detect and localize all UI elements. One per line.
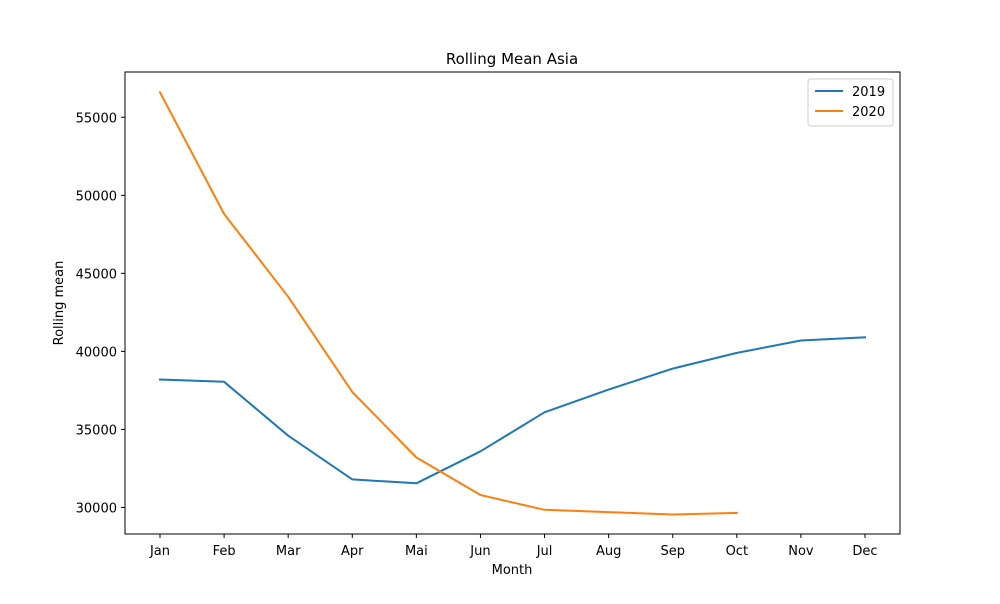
x-tick-label-jul: Jul xyxy=(536,544,553,559)
y-tick-label-30000: 30000 xyxy=(76,501,117,516)
x-tick-label-aug: Aug xyxy=(596,544,621,559)
series-line-2020 xyxy=(158,90,738,516)
x-tick-label-nov: Nov xyxy=(788,544,814,559)
x-tick-label-mar: Mar xyxy=(276,544,301,559)
x-tick-label-jan: Jan xyxy=(149,544,170,559)
y-tick-label-45000: 45000 xyxy=(76,267,117,282)
y-tick-label-55000: 55000 xyxy=(76,111,117,126)
y-tick-label-40000: 40000 xyxy=(76,345,117,360)
x-tick-label-mai: Mai xyxy=(405,544,428,559)
x-axis-label: Month xyxy=(492,563,533,578)
y-tick-label-50000: 50000 xyxy=(76,189,117,204)
ticks-layer: Jan Feb Mar Apr Mai Jun Jul Aug Sep Oct Nov Dec 3000… xyxy=(76,111,878,559)
series-line-2019 xyxy=(158,336,867,485)
x-tick-label-sep: Sep xyxy=(660,544,685,559)
y-tick-label-35000: 35000 xyxy=(76,423,117,438)
x-tick-label-dec: Dec xyxy=(852,544,877,559)
x-tick-label-jun: Jun xyxy=(469,544,490,559)
x-tick-label-apr: Apr xyxy=(341,544,364,559)
y-axis-label: Rolling mean xyxy=(52,261,67,346)
legend-label-2020: 2020 xyxy=(852,105,885,120)
x-tick-label-oct: Oct xyxy=(726,544,748,559)
x-tick-label-feb: Feb xyxy=(213,544,236,559)
legend: 2019 2020 xyxy=(807,78,894,127)
chart-title: Rolling Mean Asia xyxy=(446,50,578,68)
series-layer xyxy=(158,90,867,516)
legend-label-2019: 2019 xyxy=(852,85,885,100)
plot-area-frame xyxy=(124,71,901,535)
